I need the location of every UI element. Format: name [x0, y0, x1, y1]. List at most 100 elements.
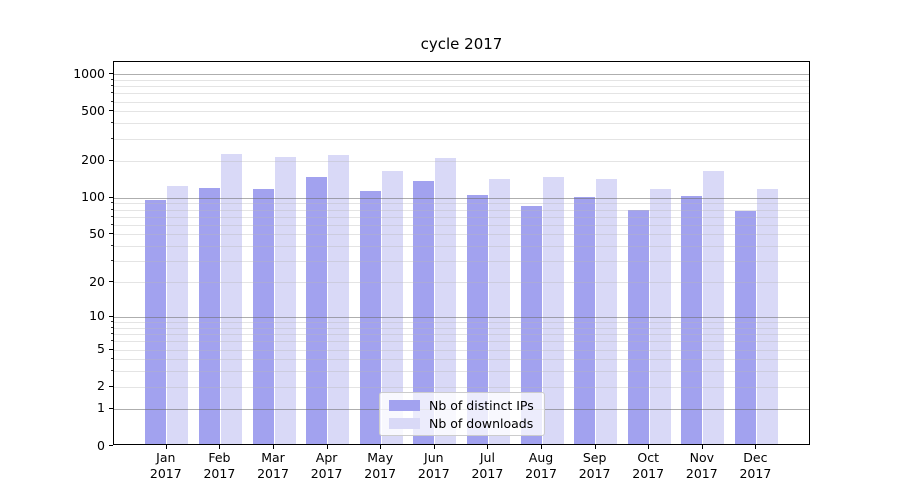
- y-minor-tick-mark-700: [110, 92, 113, 94]
- x-tick-month: Oct: [637, 450, 659, 465]
- bar-ips-sep: [574, 196, 596, 444]
- x-tick-year: 2017: [685, 466, 718, 481]
- y-tick-mark-100: [109, 196, 113, 198]
- gridline-900: [114, 79, 809, 81]
- y-tick-label-5: 5: [97, 341, 105, 357]
- bar-ips-dec: [734, 210, 756, 444]
- x-tick-year: 2017: [739, 466, 772, 481]
- y-tick-label-1000: 1000: [73, 65, 105, 81]
- bar-downloads-dec: [756, 189, 778, 444]
- x-tick-label-jul: Jul 2017: [460, 450, 514, 482]
- y-tick-label-20: 20: [89, 273, 105, 289]
- bar-downloads-jun: [435, 158, 457, 444]
- x-tick-mark-nov: [701, 445, 703, 449]
- y-minor-tick-mark-3: [110, 370, 113, 372]
- y-tick-mark-50: [109, 233, 113, 235]
- y-tick-label-100: 100: [81, 189, 105, 205]
- x-tick-label-aug: Aug 2017: [514, 450, 568, 482]
- bar-downloads-mar: [274, 157, 296, 444]
- x-tick-month: Mar: [261, 450, 285, 465]
- x-tick-label-feb: Feb 2017: [192, 450, 246, 482]
- y-minor-tick-mark-600: [110, 100, 113, 102]
- x-tick-mark-jan: [165, 445, 167, 449]
- y-tick-mark-20: [109, 281, 113, 283]
- y-minor-tick-mark-9: [110, 321, 113, 323]
- x-tick-label-may: May 2017: [353, 450, 407, 482]
- y-tick-mark-1: [109, 407, 113, 409]
- x-tick-year: 2017: [149, 466, 182, 481]
- gridline-30: [114, 261, 809, 263]
- x-tick-month: Jan: [156, 450, 176, 465]
- x-tick-mark-oct: [648, 445, 650, 449]
- x-tick-year: 2017: [525, 466, 557, 481]
- bar-downloads-apr: [328, 155, 350, 444]
- x-tick-label-dec: Dec 2017: [728, 450, 782, 482]
- gridline-4: [114, 359, 809, 361]
- x-tick-mark-dec: [755, 445, 757, 449]
- x-tick-label-sep: Sep 2017: [568, 450, 622, 482]
- x-tick-mark-jun: [433, 445, 435, 449]
- x-tick-year: 2017: [257, 466, 289, 481]
- y-tick-label-0: 0: [97, 437, 105, 453]
- y-minor-tick-mark-800: [110, 85, 113, 87]
- bar-downloads-jan: [167, 185, 189, 444]
- bar-downloads-nov: [703, 171, 725, 444]
- x-tick-mark-sep: [594, 445, 596, 449]
- gridline-9: [114, 322, 809, 324]
- gridline-8: [114, 327, 809, 329]
- bar-ips-mar: [252, 189, 274, 444]
- gridline-3: [114, 371, 809, 373]
- bar-ips-feb: [198, 188, 220, 444]
- x-tick-mark-aug: [541, 445, 542, 449]
- x-tick-year: 2017: [203, 466, 236, 481]
- x-tick-month: Jun: [424, 450, 444, 465]
- y-minor-tick-mark-8: [110, 326, 113, 328]
- y-minor-tick-mark-80: [110, 208, 113, 210]
- y-tick-mark-2: [109, 385, 113, 387]
- y-tick-mark-5: [109, 348, 113, 350]
- x-tick-mark-mar: [273, 445, 274, 449]
- bar-ips-aug: [520, 206, 542, 444]
- gridline-5: [114, 349, 809, 351]
- bar-ips-apr: [306, 176, 328, 444]
- gridline-400: [114, 123, 809, 125]
- bar-ips-jan: [145, 200, 167, 444]
- x-tick-month: May: [367, 450, 394, 465]
- bar-downloads-sep: [596, 179, 618, 444]
- x-tick-year: 2017: [471, 466, 504, 481]
- bar-ips-nov: [681, 195, 703, 444]
- x-tick-month: Aug: [528, 450, 554, 465]
- gridline-7: [114, 334, 809, 336]
- y-minor-tick-mark-300: [110, 137, 113, 139]
- bar-ips-jul: [466, 194, 488, 444]
- gridline-20: [114, 282, 809, 284]
- y-minor-tick-mark-900: [110, 78, 113, 80]
- gridline-1000: [114, 74, 809, 76]
- gridline-50: [114, 234, 809, 236]
- gridline-100: [114, 197, 809, 199]
- y-minor-tick-mark-70: [110, 215, 113, 217]
- y-tick-mark-500: [109, 110, 113, 112]
- bar-ips-oct: [627, 209, 649, 444]
- gridline-200: [114, 160, 809, 162]
- x-tick-year: 2017: [417, 466, 450, 481]
- gridline-90: [114, 203, 809, 205]
- y-minor-tick-mark-40: [110, 245, 113, 247]
- legend-swatch-downloads-icon: [389, 417, 420, 429]
- bar-ips-jun: [413, 180, 435, 444]
- legend-row-downloads: Nb of downloads: [389, 416, 544, 431]
- gridline-40: [114, 246, 809, 248]
- legend-row-ips: Nb of distinct IPs: [389, 398, 544, 413]
- y-minor-tick-mark-6: [110, 340, 113, 342]
- x-tick-month: Nov: [689, 450, 714, 465]
- y-tick-label-2: 2: [97, 378, 105, 394]
- x-tick-label-nov: Nov 2017: [675, 450, 729, 482]
- x-tick-year: 2017: [364, 466, 397, 481]
- legend-label-ips: Nb of distinct IPs: [429, 397, 534, 413]
- gridline-6: [114, 341, 809, 343]
- gridline-2: [114, 386, 809, 388]
- y-tick-label-500: 500: [81, 102, 105, 118]
- x-tick-label-oct: Oct 2017: [621, 450, 675, 482]
- bar-downloads-oct: [649, 188, 671, 444]
